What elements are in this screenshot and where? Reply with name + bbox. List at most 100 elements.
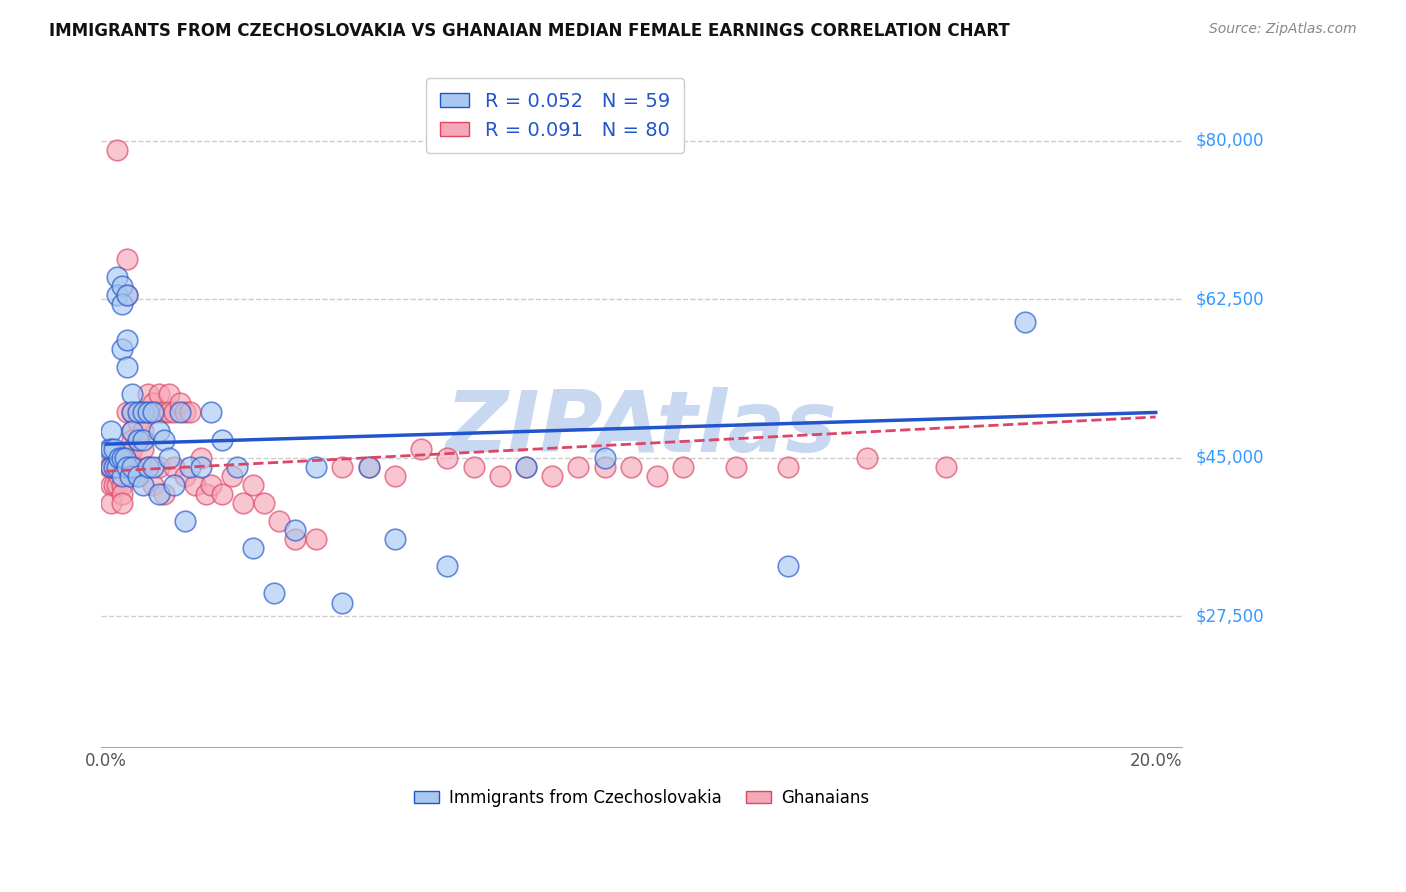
Text: IMMIGRANTS FROM CZECHOSLOVAKIA VS GHANAIAN MEDIAN FEMALE EARNINGS CORRELATION CH: IMMIGRANTS FROM CZECHOSLOVAKIA VS GHANAI… <box>49 22 1010 40</box>
Ghanaians <box>115 252 138 266</box>
Immigrants from Czechoslovakia <box>111 342 134 356</box>
Ghanaians <box>384 468 406 483</box>
Ghanaians <box>153 487 176 501</box>
Immigrants from Czechoslovakia <box>111 278 134 293</box>
Ghanaians <box>179 405 201 419</box>
Immigrants from Czechoslovakia <box>97 442 120 456</box>
Immigrants from Czechoslovakia <box>200 405 222 419</box>
Ghanaians <box>856 450 879 465</box>
Immigrants from Czechoslovakia <box>242 541 264 556</box>
Ghanaians <box>105 459 128 474</box>
Immigrants from Czechoslovakia <box>118 468 141 483</box>
Ghanaians <box>136 387 159 401</box>
Ghanaians <box>115 459 138 474</box>
Immigrants from Czechoslovakia <box>105 459 128 474</box>
Immigrants from Czechoslovakia <box>105 287 128 301</box>
Ghanaians <box>935 459 957 474</box>
Ghanaians <box>778 459 800 474</box>
Immigrants from Czechoslovakia <box>263 586 285 600</box>
Ghanaians <box>97 459 120 474</box>
Ghanaians <box>142 396 165 410</box>
Ghanaians <box>118 450 141 465</box>
Immigrants from Czechoslovakia <box>111 297 134 311</box>
Immigrants from Czechoslovakia <box>305 459 328 474</box>
Ghanaians <box>127 468 149 483</box>
Immigrants from Czechoslovakia <box>100 459 122 474</box>
Ghanaians <box>157 387 180 401</box>
Ghanaians <box>121 405 143 419</box>
Ghanaians <box>620 459 643 474</box>
Ghanaians <box>211 487 233 501</box>
Immigrants from Czechoslovakia <box>127 468 149 483</box>
Ghanaians <box>121 442 143 456</box>
Ghanaians <box>136 405 159 419</box>
Ghanaians <box>111 478 134 492</box>
Ghanaians <box>100 459 122 474</box>
Ghanaians <box>184 478 207 492</box>
Ghanaians <box>252 496 274 510</box>
Ghanaians <box>409 442 432 456</box>
Ghanaians <box>115 405 138 419</box>
Immigrants from Czechoslovakia <box>132 405 155 419</box>
Ghanaians <box>111 487 134 501</box>
Immigrants from Czechoslovakia <box>111 450 134 465</box>
Ghanaians <box>190 450 212 465</box>
Ghanaians <box>103 478 125 492</box>
Ghanaians <box>157 405 180 419</box>
Ghanaians <box>148 405 170 419</box>
Ghanaians <box>200 478 222 492</box>
Ghanaians <box>115 287 138 301</box>
Ghanaians <box>488 468 510 483</box>
Immigrants from Czechoslovakia <box>190 459 212 474</box>
Ghanaians <box>330 459 353 474</box>
Ghanaians <box>284 532 307 546</box>
Ghanaians <box>593 459 616 474</box>
Immigrants from Czechoslovakia <box>127 433 149 447</box>
Ghanaians <box>127 405 149 419</box>
Ghanaians <box>305 532 328 546</box>
Ghanaians <box>242 478 264 492</box>
Text: $62,500: $62,500 <box>1197 290 1264 309</box>
Immigrants from Czechoslovakia <box>121 387 143 401</box>
Immigrants from Czechoslovakia <box>284 523 307 537</box>
Immigrants from Czechoslovakia <box>593 450 616 465</box>
Ghanaians <box>111 496 134 510</box>
Immigrants from Czechoslovakia <box>108 450 131 465</box>
Immigrants from Czechoslovakia <box>105 269 128 284</box>
Immigrants from Czechoslovakia <box>179 459 201 474</box>
Ghanaians <box>672 459 695 474</box>
Immigrants from Czechoslovakia <box>115 287 138 301</box>
Ghanaians <box>163 405 186 419</box>
Ghanaians <box>121 433 143 447</box>
Ghanaians <box>163 459 186 474</box>
Immigrants from Czechoslovakia <box>103 442 125 456</box>
Immigrants from Czechoslovakia <box>163 478 186 492</box>
Ghanaians <box>174 405 197 419</box>
Immigrants from Czechoslovakia <box>330 595 353 609</box>
Ghanaians <box>232 496 254 510</box>
Immigrants from Czechoslovakia <box>103 459 125 474</box>
Immigrants from Czechoslovakia <box>121 424 143 438</box>
Immigrants from Czechoslovakia <box>148 487 170 501</box>
Ghanaians <box>153 405 176 419</box>
Immigrants from Czechoslovakia <box>115 360 138 375</box>
Ghanaians <box>148 459 170 474</box>
Immigrants from Czechoslovakia <box>211 433 233 447</box>
Ghanaians <box>148 387 170 401</box>
Immigrants from Czechoslovakia <box>515 459 537 474</box>
Immigrants from Czechoslovakia <box>136 405 159 419</box>
Text: ZIPAtlas: ZIPAtlas <box>446 387 837 470</box>
Ghanaians <box>174 468 197 483</box>
Immigrants from Czechoslovakia <box>100 424 122 438</box>
Legend: Immigrants from Czechoslovakia, Ghanaians: Immigrants from Czechoslovakia, Ghanaian… <box>406 782 876 814</box>
Immigrants from Czechoslovakia <box>114 450 136 465</box>
Immigrants from Czechoslovakia <box>142 405 165 419</box>
Ghanaians <box>645 468 668 483</box>
Ghanaians <box>127 433 149 447</box>
Ghanaians <box>142 478 165 492</box>
Text: $45,000: $45,000 <box>1197 449 1264 467</box>
Ghanaians <box>105 478 128 492</box>
Ghanaians <box>108 468 131 483</box>
Immigrants from Czechoslovakia <box>169 405 191 419</box>
Ghanaians <box>515 459 537 474</box>
